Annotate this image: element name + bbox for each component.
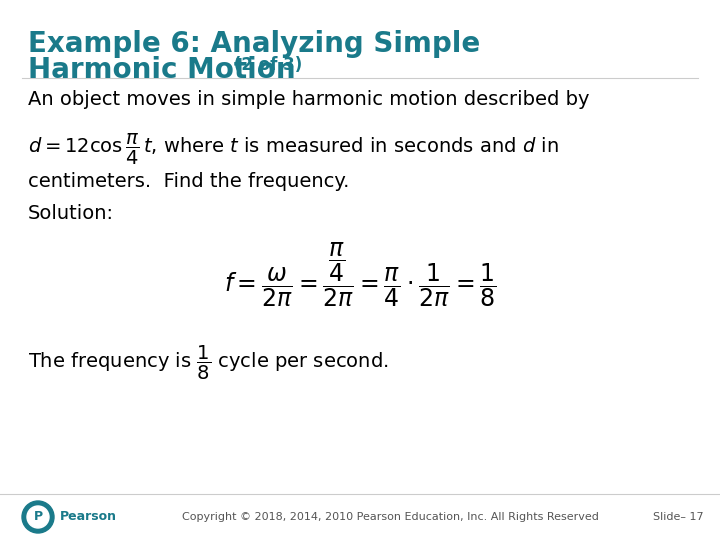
- Text: Copyright © 2018, 2014, 2010 Pearson Education, Inc. All Rights Reserved: Copyright © 2018, 2014, 2010 Pearson Edu…: [181, 512, 598, 522]
- Circle shape: [22, 501, 54, 533]
- Text: centimeters.  Find the frequency.: centimeters. Find the frequency.: [28, 172, 349, 191]
- Text: Solution:: Solution:: [28, 204, 114, 223]
- Text: Slide– 17: Slide– 17: [653, 512, 703, 522]
- Text: An object moves in simple harmonic motion described by: An object moves in simple harmonic motio…: [28, 90, 590, 109]
- Text: (2 of 3): (2 of 3): [228, 56, 302, 74]
- Text: $d = 12\cos\dfrac{\pi}{4}\,t$, where $t$ is measured in seconds and $d$ in: $d = 12\cos\dfrac{\pi}{4}\,t$, where $t$…: [28, 132, 559, 167]
- Text: P: P: [33, 510, 42, 523]
- Circle shape: [27, 506, 49, 528]
- Text: Pearson: Pearson: [60, 510, 117, 523]
- Text: Harmonic Motion: Harmonic Motion: [28, 56, 296, 84]
- Text: $f = \dfrac{\omega}{2\pi} = \dfrac{\,\dfrac{\pi}{4}\,}{2\pi} = \dfrac{\pi}{4} \c: $f = \dfrac{\omega}{2\pi} = \dfrac{\,\df…: [224, 240, 496, 309]
- Text: Example 6: Analyzing Simple: Example 6: Analyzing Simple: [28, 30, 480, 58]
- Text: The frequency is $\dfrac{1}{8}$ cycle per second.: The frequency is $\dfrac{1}{8}$ cycle pe…: [28, 344, 389, 382]
